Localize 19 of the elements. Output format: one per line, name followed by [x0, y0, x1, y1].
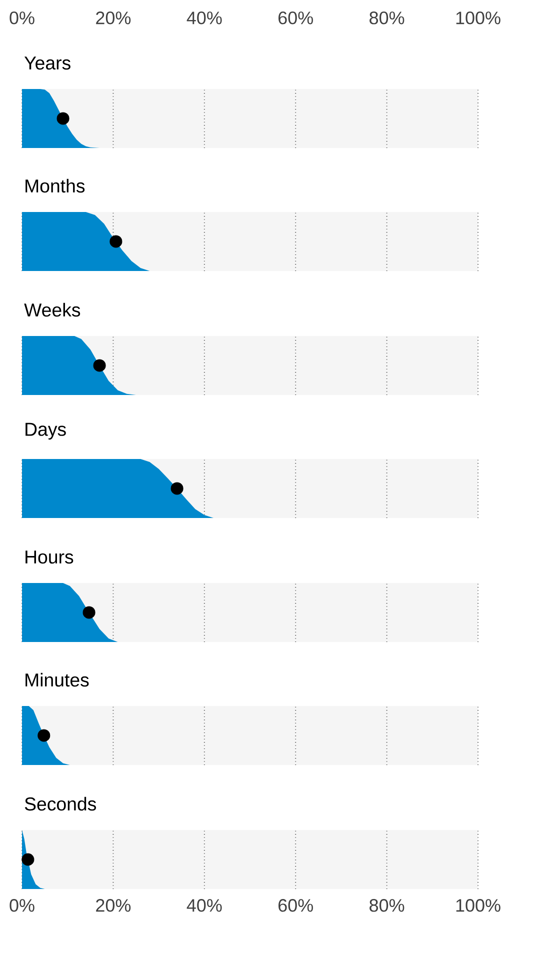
chart-title: Days: [26, 422, 66, 440]
x2-tick-label: 20%: [96, 12, 131, 24]
x-tick-label: 100%: [456, 899, 500, 912]
chart-title: Weeks: [24, 302, 80, 317]
x2-tick-label: 40%: [186, 12, 222, 24]
x2-tick-label: 0%: [10, 12, 34, 24]
x-tick-label: 20%: [96, 899, 131, 912]
x-tick-label: 0%: [10, 899, 34, 912]
chart-title: Months: [26, 178, 85, 193]
x-tick-label: 40%: [186, 899, 222, 912]
chart-title: Minutes: [26, 672, 89, 687]
x2-tick-label: 100%: [456, 12, 500, 24]
chart-title: Seconds: [24, 796, 96, 811]
x2-tick-label: 60%: [278, 12, 313, 24]
chart-title: Years: [24, 56, 70, 70]
x2-tick-label: 80%: [370, 12, 404, 24]
chart-title: Hours: [26, 550, 74, 564]
x-tick-label: 60%: [278, 899, 313, 912]
x-tick-label: 80%: [370, 899, 404, 912]
